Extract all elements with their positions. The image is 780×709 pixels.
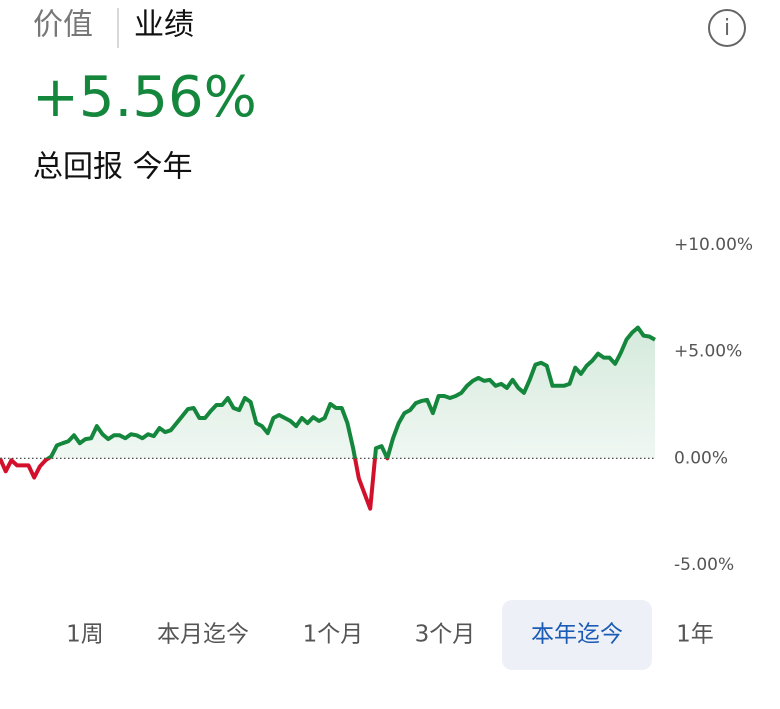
headline-value: +5.56% — [32, 65, 257, 130]
range-tab[interactable]: 1年 — [676, 622, 714, 648]
area — [0, 327, 655, 459]
headline-caption: 总回报 今年 — [33, 150, 193, 185]
tab-performance[interactable]: 业绩 — [134, 8, 194, 43]
y-tick-label: -5.00% — [674, 555, 734, 575]
y-tick-label: 0.00% — [674, 448, 728, 468]
range-tab[interactable]: 本月迄今 — [157, 622, 249, 648]
line — [0, 325, 656, 511]
selected-range-bg — [502, 600, 652, 670]
y-tick-label: +10.00% — [674, 235, 753, 255]
range-tab[interactable]: 1周 — [66, 622, 104, 648]
range-tab[interactable]: 1个月 — [303, 622, 364, 648]
range-tab[interactable]: 本年迄今 — [531, 622, 623, 648]
tab-value[interactable]: 价值 — [33, 8, 93, 43]
info-icon[interactable] — [708, 9, 746, 47]
range-tab[interactable]: 3个月 — [415, 622, 476, 648]
info-icon-label[interactable]: i — [724, 16, 730, 41]
y-tick-label: +5.00% — [674, 342, 742, 362]
